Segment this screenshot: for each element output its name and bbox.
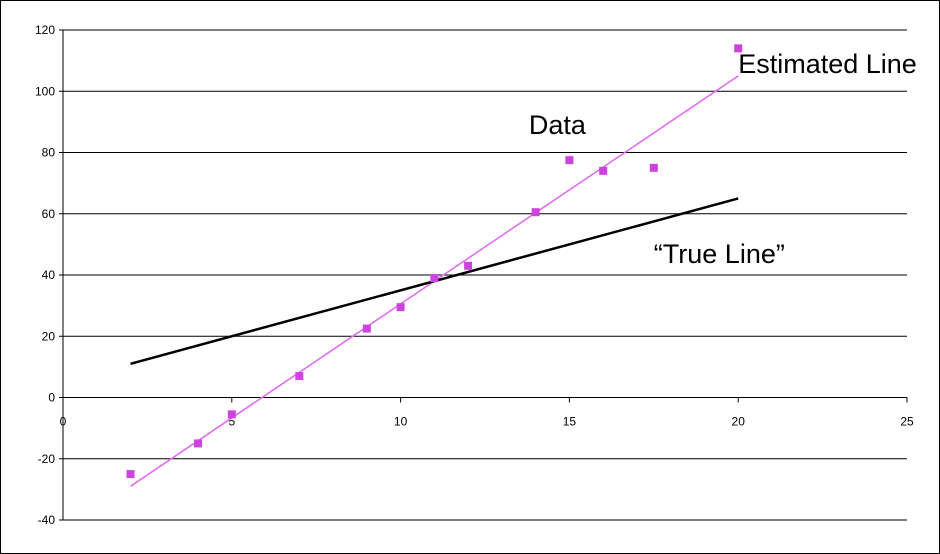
x-tick-label: 10 (394, 415, 408, 429)
data-point (194, 439, 203, 448)
data-point (362, 324, 371, 333)
data-label: Data (529, 110, 587, 140)
series (126, 44, 743, 487)
grid-lines (63, 29, 907, 521)
tick-labels: -40 -20 0 20 40 60 80 100 120 0 5 10 15 20 25 (35, 23, 914, 527)
y-tick-label: -40 (38, 513, 56, 527)
data-point (649, 163, 658, 172)
axes (59, 29, 908, 521)
x-tick-label: 5 (228, 415, 235, 429)
y-tick-label: 100 (35, 84, 55, 98)
x-tick-label: 25 (900, 415, 914, 429)
data-point (565, 156, 574, 165)
estimated-line-label: Estimated Line (738, 49, 917, 79)
y-tick-label: 120 (35, 23, 55, 37)
data-point (599, 166, 608, 175)
y-tick-label: 40 (42, 268, 56, 282)
y-tick-label: 0 (48, 391, 55, 405)
data-point (126, 470, 135, 479)
y-tick-label: 60 (42, 207, 56, 221)
data-point (396, 303, 405, 312)
x-tick-label: 20 (732, 415, 746, 429)
x-tick-label: 0 (60, 415, 67, 429)
annotations: Estimated Line Data “True Line” (529, 49, 917, 269)
data-point (531, 208, 540, 217)
true-line-label: “True Line” (654, 239, 785, 269)
x-tick-label: 15 (563, 415, 577, 429)
y-tick-label: -20 (38, 452, 56, 466)
data-point (430, 274, 439, 283)
data-point (464, 261, 473, 270)
data-point (295, 372, 304, 381)
data-point (734, 44, 743, 53)
data-point (227, 410, 236, 419)
y-tick-label: 20 (42, 329, 56, 343)
y-tick-label: 80 (42, 146, 56, 160)
